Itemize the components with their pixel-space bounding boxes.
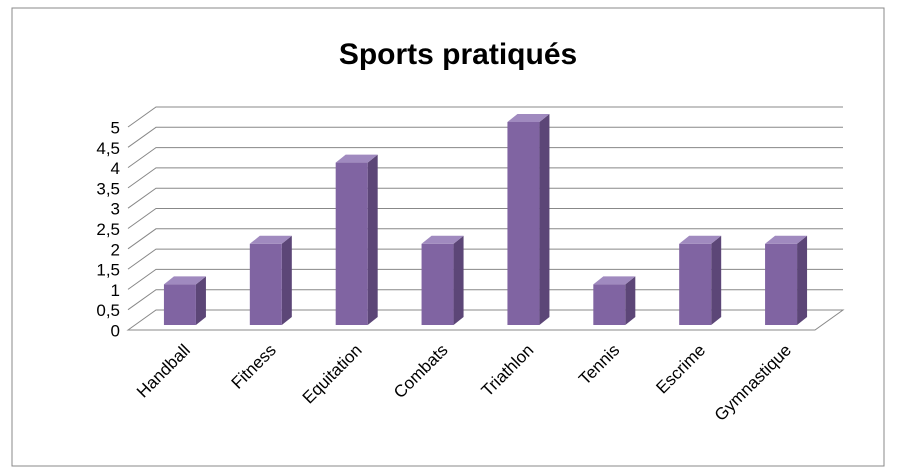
bar-top [421,235,464,244]
bar [163,284,196,325]
bar-side [281,235,292,325]
bar [421,243,454,325]
y-tick-label: 5 [111,118,120,137]
bar-side [539,114,550,325]
y-tick-label: 4 [111,159,120,178]
bar-side [367,154,378,325]
y-tick-label: 1,5 [96,261,120,280]
grid-line [127,208,843,229]
grid-line [127,167,843,189]
y-tick-label: 1 [111,281,120,300]
bar [765,243,798,325]
bar-top [249,235,292,244]
y-tick-label: 0 [111,321,120,340]
grid-line [126,309,845,331]
y-tick-label: 3,5 [96,179,120,198]
bar [249,243,282,325]
grid-line [127,126,843,148]
grid-line [127,147,843,169]
y-tick-label: 0,5 [96,301,120,320]
y-tick-label: 2,5 [96,220,120,239]
bar [335,162,368,325]
bar-top [593,276,636,285]
grid-line [127,106,843,128]
grid-line [127,187,843,209]
bar-top [507,114,550,122]
bar [679,243,712,325]
bar-side [195,276,206,325]
grid-line [127,268,843,290]
y-tick-label: 3 [111,200,120,219]
bar-top [335,154,378,163]
bar-top [679,235,722,244]
bar-top [765,235,808,244]
bar-side [711,235,722,325]
bar-side [797,235,808,325]
y-tick-label: 4,5 [96,139,120,158]
bar-side [625,276,636,325]
bar [507,122,540,325]
y-tick-label: 2 [111,240,120,259]
bar [593,284,626,325]
grid-line [127,248,843,270]
grid-line [127,228,843,250]
chart-title: Sports pratiqués [339,38,577,71]
bar-side [453,235,464,325]
bar-top [163,276,206,285]
